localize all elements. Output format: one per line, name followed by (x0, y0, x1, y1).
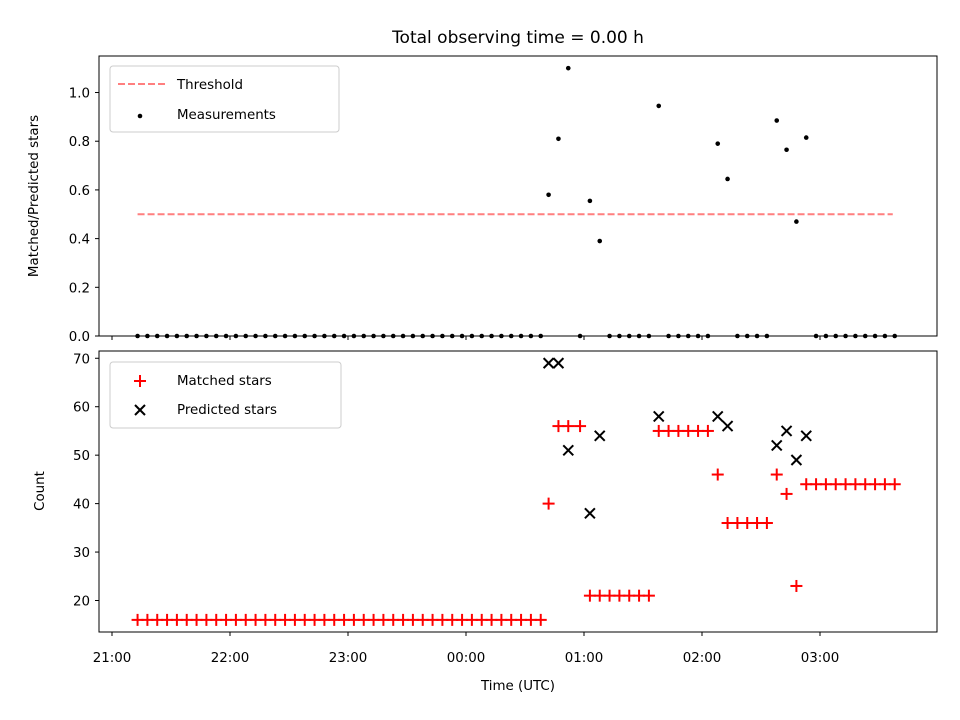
bottom-y-tick-label: 20 (73, 595, 90, 610)
measurements-point (803, 135, 809, 140)
bottom-y-axis-label: Count (33, 471, 48, 511)
top-y-tick-label: 0.2 (69, 281, 90, 296)
predicted-stars-legend-label: Predicted stars (177, 403, 277, 418)
predicted-stars-point (712, 410, 724, 423)
matched-stars-point (760, 516, 773, 529)
measurements-point (794, 219, 799, 224)
bottom-y-tick-label: 40 (73, 498, 90, 513)
measurements-point (715, 141, 721, 146)
top-plot-frame (98, 55, 938, 337)
top-legend: Threshold Measurements (109, 65, 340, 133)
matched-stars-point (534, 613, 547, 626)
top-x-axis (111, 336, 821, 340)
predicted-stars-legend-swatch (134, 404, 146, 416)
bottom-x-tick-label: 21:00 (93, 651, 132, 666)
top-panel: 0.0 0.2 0.4 0.6 0.8 1.0 Matched/Predicted sta… (27, 55, 938, 345)
bottom-y-tick-label: 60 (73, 401, 90, 416)
predicted-stars-point (594, 430, 606, 442)
bottom-x-axis: 21:00 22:00 23:00 00:00 01:00 02:00 03:00 (93, 632, 840, 666)
matched-stars-point (790, 579, 803, 592)
bottom-y-tick-label: 70 (73, 352, 90, 367)
matched-stars-point (642, 589, 655, 602)
measurements-point (725, 176, 730, 182)
bottom-x-tick-label: 02:00 (683, 651, 722, 666)
top-y-axis-label: Matched/Predicted stars (27, 115, 42, 277)
top-y-axis: 0.0 0.2 0.4 0.6 0.8 1.0 (69, 87, 99, 345)
predicted-stars-point (552, 357, 565, 369)
matched-stars-point (780, 487, 793, 500)
matched-stars-point (888, 478, 901, 491)
matched-stars-point (542, 497, 555, 510)
predicted-stars-point (771, 439, 783, 452)
bottom-plot-frame (98, 350, 938, 633)
bottom-y-tick-label: 50 (73, 449, 90, 464)
bottom-y-tick-label: 30 (73, 546, 90, 561)
bottom-x-tick-label: 01:00 (565, 651, 604, 666)
bottom-x-axis-label: Time (UTC) (480, 679, 555, 694)
threshold-legend-label: Threshold (176, 78, 243, 93)
predicted-stars-point (584, 507, 596, 520)
matched-stars-legend-label: Matched stars (177, 374, 272, 389)
measurements-legend-swatch (137, 113, 143, 119)
predicted-stars-point (542, 357, 555, 369)
matched-stars-point (711, 468, 724, 481)
bottom-x-tick-label: 00:00 (447, 651, 486, 666)
measurements-point (774, 118, 780, 123)
measurements-legend-label: Measurements (177, 108, 276, 123)
predicted-stars-point (790, 454, 803, 466)
matched-stars-legend-swatch (134, 375, 146, 387)
bottom-plot-marks (131, 357, 901, 626)
predicted-stars-point (562, 444, 574, 457)
measurements-point (656, 103, 662, 109)
predicted-stars-point (780, 425, 793, 437)
bottom-x-tick-label: 03:00 (801, 651, 840, 666)
top-y-tick-label: 0.0 (69, 330, 90, 345)
bottom-legend: Matched stars Predicted stars (109, 361, 342, 429)
bottom-panel: 20 30 40 50 60 70 21:00 22:00 23:00 00:00 01:00 02… (33, 350, 938, 694)
bottom-y-axis: 20 30 40 50 60 70 (73, 352, 99, 610)
chart-title: Total observing time = 0.00 h (391, 28, 644, 48)
measurements-point (587, 198, 593, 204)
top-y-tick-label: 0.4 (69, 233, 90, 248)
matched-stars-point (701, 424, 714, 437)
matched-stars-point (770, 468, 783, 481)
matched-stars-point (574, 420, 587, 433)
measurements-point (597, 238, 603, 244)
measurements-point (784, 147, 789, 153)
bottom-legend-box (109, 361, 342, 429)
top-y-tick-label: 1.0 (69, 87, 90, 102)
measurements-point (565, 65, 571, 71)
matched-stars-point (562, 420, 575, 433)
bottom-x-tick-label: 23:00 (329, 651, 368, 666)
predicted-stars-point (653, 410, 665, 423)
top-legend-box (109, 65, 340, 133)
predicted-stars-point (800, 430, 812, 442)
measurements-point (546, 192, 551, 198)
top-y-tick-label: 0.6 (69, 184, 90, 199)
predicted-stars-point (721, 420, 734, 432)
measurements-point (556, 136, 561, 142)
top-y-tick-label: 0.8 (69, 135, 90, 150)
bottom-x-tick-label: 22:00 (211, 651, 250, 666)
